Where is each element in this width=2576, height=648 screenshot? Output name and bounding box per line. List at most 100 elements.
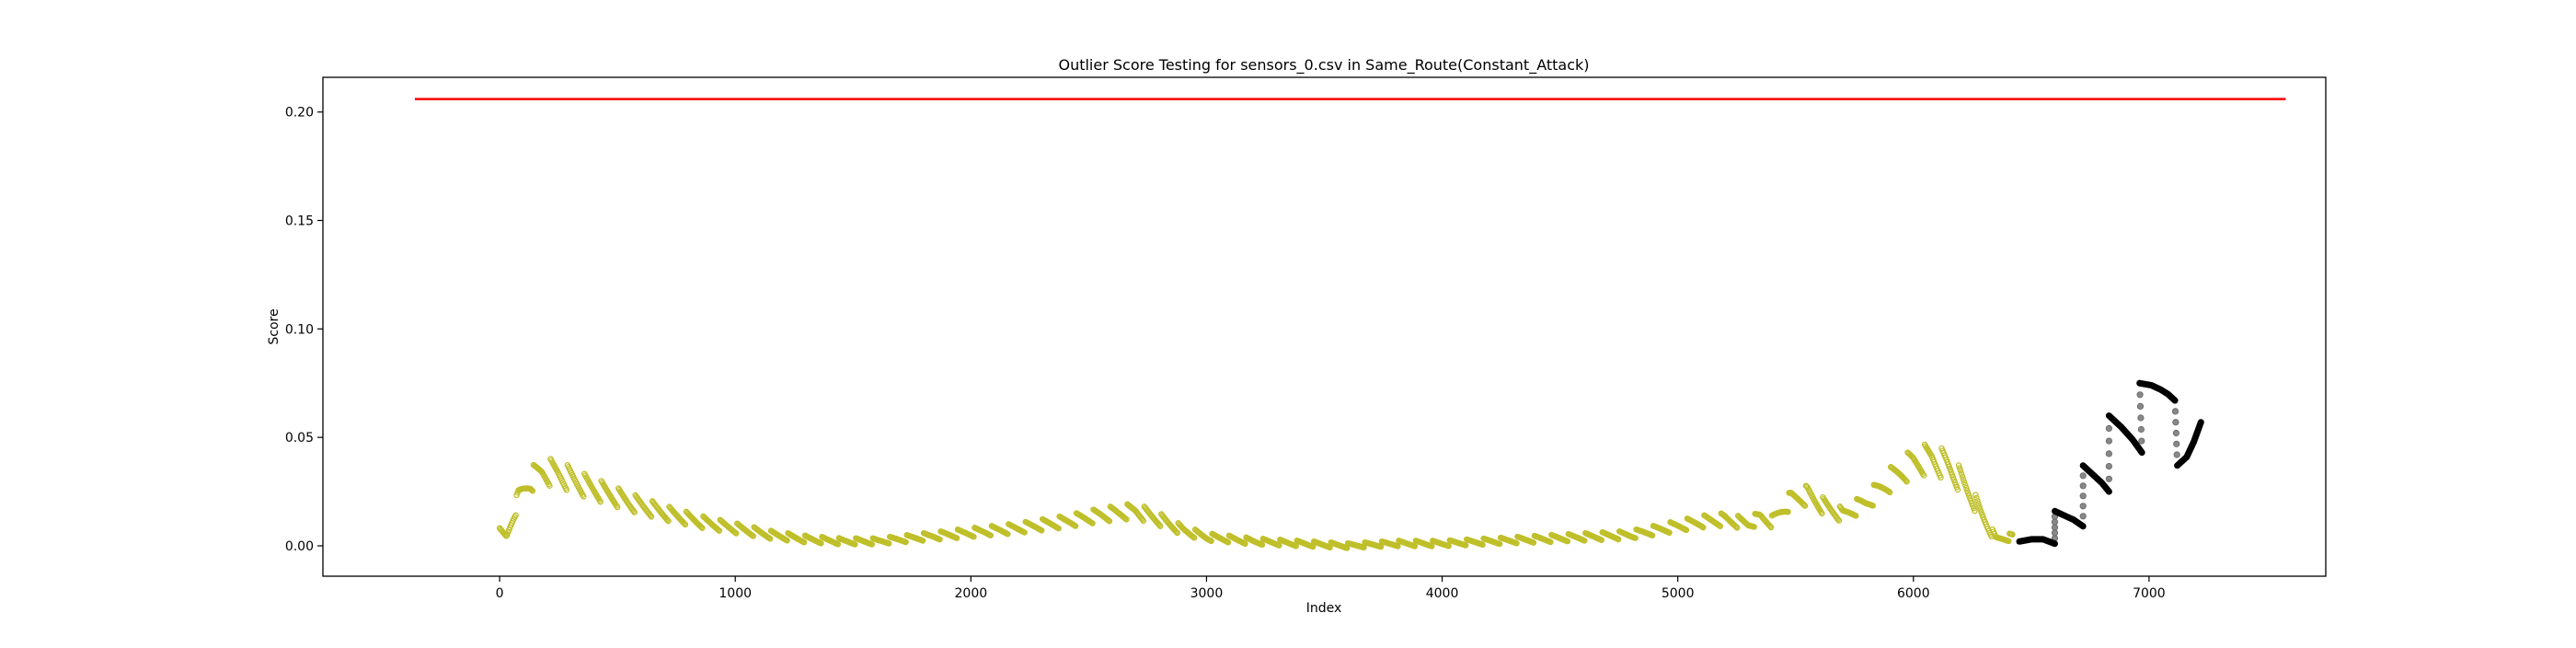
normal-score-point	[1972, 507, 1978, 515]
normal-score-point	[1954, 486, 1961, 493]
normal-score-point	[1835, 517, 1843, 524]
normal-score-point	[1853, 513, 1859, 519]
normal-score-point	[1242, 540, 1248, 548]
normal-score-point	[953, 535, 960, 541]
normal-score-point	[784, 538, 790, 544]
normal-score-point	[1975, 501, 1982, 507]
normal-score-point	[2009, 531, 2016, 538]
normal-score-point	[732, 530, 740, 537]
normal-score-point	[1960, 476, 1967, 483]
normal-score-point	[1974, 497, 1981, 504]
normal-score-point	[1920, 472, 1927, 479]
normal-score-point	[1293, 543, 1300, 550]
normal-score-point	[1106, 517, 1113, 525]
normal-score-point	[1615, 536, 1622, 543]
normal-score-point	[716, 527, 723, 534]
normal-score-point	[1976, 503, 1983, 510]
y-axis-label: Score	[267, 308, 282, 344]
normal-score-point	[631, 509, 638, 515]
normal-score-point	[1377, 543, 1385, 550]
normal-score-point	[1005, 530, 1011, 538]
normal-score-point	[1411, 543, 1419, 550]
normal-score-point	[1973, 494, 1980, 502]
normal-score-point	[1961, 479, 1968, 486]
normal-score-point	[1581, 538, 1588, 544]
normal-score-point	[1276, 542, 1282, 549]
normal-score-point	[1819, 510, 1825, 517]
normal-score-point	[563, 487, 570, 493]
normal-score-point	[1733, 525, 1741, 531]
attack-transition-point	[2079, 513, 2087, 520]
normal-score-point	[1766, 523, 1774, 530]
normal-score-point	[2006, 538, 2012, 545]
normal-score-point	[885, 540, 892, 547]
normal-score-point	[1957, 468, 1964, 474]
normal-score-point	[1961, 481, 1969, 489]
normal-score-point	[1800, 502, 1808, 508]
x-tick-label: 2000	[955, 586, 988, 601]
normal-score-point	[504, 532, 511, 538]
normal-score-point	[1903, 477, 1909, 484]
normal-score-point	[1140, 517, 1147, 525]
attack-transition-point	[2172, 419, 2179, 426]
attack-score-segment	[2016, 536, 2058, 548]
normal-score-point	[1700, 524, 1707, 531]
normal-score-point	[852, 541, 858, 548]
normal-score-point	[1717, 523, 1724, 529]
normal-score-point	[528, 487, 535, 493]
y-tick-label: 0.10	[285, 322, 314, 337]
normal-score-point	[766, 536, 774, 542]
normal-score-point	[1479, 541, 1486, 549]
normal-score-point	[1949, 471, 1956, 478]
chart-title: Outlier Score Testing for sensors_0.csv …	[1058, 56, 1589, 75]
normal-score-point	[1547, 538, 1554, 546]
attack-transition-point	[2137, 414, 2145, 422]
attack-transition-point	[2171, 408, 2179, 415]
attack-transition-point	[2079, 503, 2087, 510]
attack-transition-point	[2105, 462, 2112, 470]
attack-transition-point	[2137, 425, 2145, 434]
normal-score-point	[1666, 529, 1673, 537]
x-tick-label: 5000	[1662, 586, 1695, 601]
normal-score-point	[1903, 478, 1910, 485]
normal-score-point	[1683, 526, 1690, 534]
attack-transition-point	[2051, 524, 2059, 531]
normal-score-point	[1946, 463, 1952, 470]
normal-score-point	[1732, 524, 1740, 530]
attack-transition-point	[2105, 424, 2112, 432]
normal-score-point	[1649, 532, 1656, 538]
normal-score-point	[1208, 538, 1214, 545]
normal-score-point	[1190, 535, 1198, 541]
normal-score-point	[1632, 535, 1639, 541]
normal-score-point	[1259, 541, 1266, 549]
normal-score-point	[903, 538, 909, 546]
normal-score-point	[1055, 525, 1062, 532]
x-tick-label: 4000	[1426, 586, 1459, 601]
normal-score-point	[647, 512, 654, 519]
normal-score-point	[648, 514, 655, 520]
normal-score-point	[1038, 527, 1045, 534]
y-tick-label: 0.00	[285, 539, 314, 554]
attack-score-segment	[2105, 412, 2145, 457]
normal-score-point	[1977, 506, 1984, 513]
normal-score-point	[1139, 516, 1146, 523]
normal-score-point	[665, 517, 672, 525]
attack-transition-point	[2051, 518, 2059, 526]
normal-score-point	[1785, 508, 1791, 515]
normal-score-point	[987, 532, 995, 538]
normal-score-point	[834, 541, 842, 548]
attack-transition-point	[2136, 391, 2144, 399]
normal-score-point	[1429, 543, 1435, 550]
normal-score-point	[546, 482, 553, 489]
attack-score-segment	[2174, 419, 2204, 469]
normal-score-point	[1938, 474, 1944, 481]
normal-score-point	[1955, 462, 1962, 469]
normal-score-point	[1834, 516, 1842, 523]
normal-score-point	[1089, 520, 1096, 526]
y-tick-label: 0.15	[285, 214, 314, 229]
attack-transition-point	[2173, 440, 2180, 447]
normal-score-point	[919, 538, 926, 544]
normal-score-point	[664, 516, 671, 524]
